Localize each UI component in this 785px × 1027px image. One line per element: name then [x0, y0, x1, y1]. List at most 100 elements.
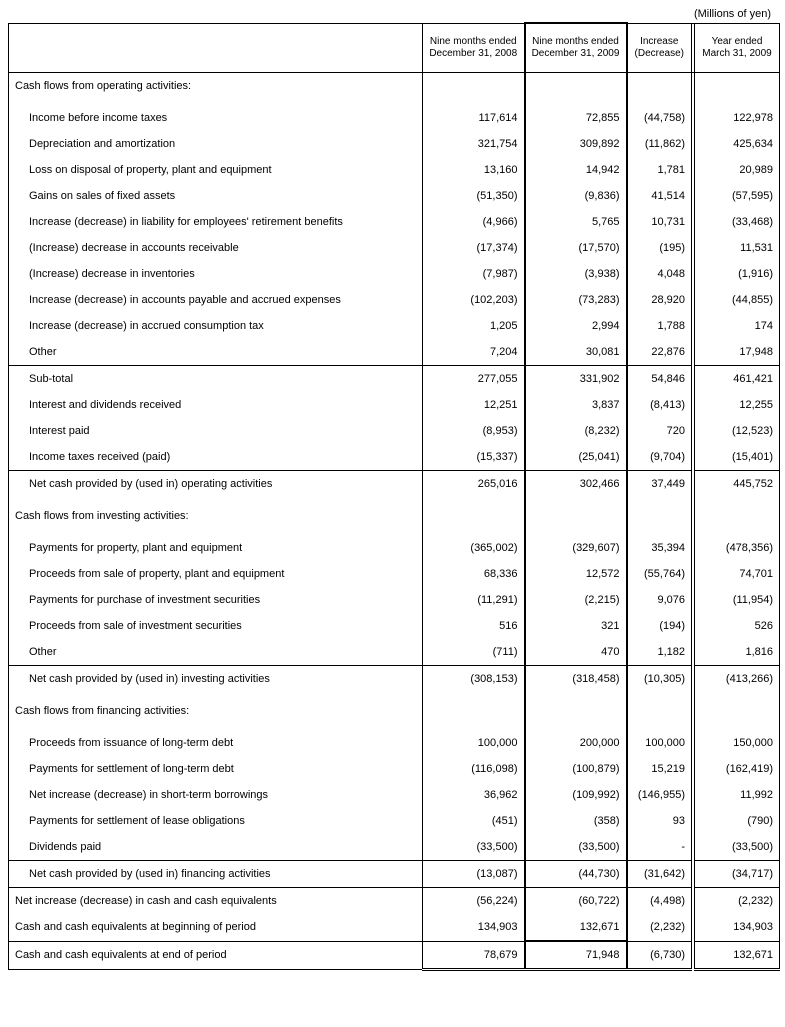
cell-v4: 74,701: [695, 561, 780, 587]
row-label: Net increase (decrease) in short-term bo…: [9, 782, 423, 808]
row-label: Cash and cash equivalents at end of peri…: [9, 941, 423, 970]
table-row: Increase (decrease) in accounts payable …: [9, 287, 780, 313]
cell-v2009: (44,730): [525, 861, 627, 888]
cell-v2008: 117,614: [423, 105, 525, 131]
cell-vinc: 28,920: [627, 287, 692, 313]
row-label: Proceeds from sale of investment securit…: [9, 613, 423, 639]
row-label: Payments for settlement of long-term deb…: [9, 756, 423, 782]
table-row: Increase (decrease) in liability for emp…: [9, 209, 780, 235]
cell-v2009: 71,948: [525, 941, 627, 970]
cell-v2008: (13,087): [423, 861, 525, 888]
cell-v4: (57,595): [695, 183, 780, 209]
cell-v2009: 5,765: [525, 209, 627, 235]
table-row: Proceeds from sale of property, plant an…: [9, 561, 780, 587]
row-label: Cash and cash equivalents at beginning o…: [9, 914, 423, 941]
cell-v2009: [525, 73, 627, 100]
cell-v4: 425,634: [695, 131, 780, 157]
cell-v2009: (318,458): [525, 666, 627, 693]
cell-vinc: 37,449: [627, 471, 692, 498]
row-label: Proceeds from sale of property, plant an…: [9, 561, 423, 587]
row-label: Increase (decrease) in liability for emp…: [9, 209, 423, 235]
cell-v4: (44,855): [695, 287, 780, 313]
cell-vinc: 1,182: [627, 639, 692, 666]
cell-v2008: (56,224): [423, 888, 525, 915]
col-header-increase: Increase(Decrease): [627, 23, 692, 73]
table-row: Net increase (decrease) in short-term bo…: [9, 782, 780, 808]
cell-vinc: 93: [627, 808, 692, 834]
table-row: Income before income taxes117,61472,855(…: [9, 105, 780, 131]
table-row: Gains on sales of fixed assets(51,350)(9…: [9, 183, 780, 209]
cell-v2008: (7,987): [423, 261, 525, 287]
col-header-label: [9, 23, 423, 73]
cell-v2008: (451): [423, 808, 525, 834]
cell-v2008: 277,055: [423, 366, 525, 393]
cashflow-table: Nine months endedDecember 31, 2008 Nine …: [8, 22, 780, 971]
table-row: Sub-total277,055331,90254,846461,421: [9, 366, 780, 393]
cell-v2008: (33,500): [423, 834, 525, 861]
cell-v4: 134,903: [695, 914, 780, 941]
table-row: Income taxes received (paid)(15,337)(25,…: [9, 444, 780, 471]
cell-v2009: 12,572: [525, 561, 627, 587]
cell-v4: (15,401): [695, 444, 780, 471]
cell-vinc: 54,846: [627, 366, 692, 393]
table-row: Net increase (decrease) in cash and cash…: [9, 888, 780, 915]
cell-vinc: (31,642): [627, 861, 692, 888]
cell-v2008: 36,962: [423, 782, 525, 808]
cell-v4: (2,232): [695, 888, 780, 915]
row-label: Net cash provided by (used in) financing…: [9, 861, 423, 888]
cell-v2008: (365,002): [423, 535, 525, 561]
cell-vinc: [627, 73, 692, 100]
cell-v4: [695, 73, 780, 100]
row-label: (Increase) decrease in accounts receivab…: [9, 235, 423, 261]
row-label: Proceeds from issuance of long-term debt: [9, 730, 423, 756]
row-label: Increase (decrease) in accounts payable …: [9, 287, 423, 313]
cell-v2009: (2,215): [525, 587, 627, 613]
cell-v4: (11,954): [695, 587, 780, 613]
table-row: Cash and cash equivalents at end of peri…: [9, 941, 780, 970]
row-label: Payments for property, plant and equipme…: [9, 535, 423, 561]
row-label: Interest paid: [9, 418, 423, 444]
cell-v2008: 321,754: [423, 131, 525, 157]
cell-v2008: 100,000: [423, 730, 525, 756]
row-label: Net increase (decrease) in cash and cash…: [9, 888, 423, 915]
unit-label: (Millions of yen): [8, 8, 777, 20]
cell-v2008: (711): [423, 639, 525, 666]
cell-v2009: 331,902: [525, 366, 627, 393]
table-row: Cash flows from financing activities:: [9, 698, 780, 724]
cell-v2008: 12,251: [423, 392, 525, 418]
table-row: Net cash provided by (used in) operating…: [9, 471, 780, 498]
cell-v4: 17,948: [695, 339, 780, 366]
col-header-year: Year endedMarch 31, 2009: [695, 23, 780, 73]
cell-v4: (34,717): [695, 861, 780, 888]
table-row: (Increase) decrease in accounts receivab…: [9, 235, 780, 261]
cell-v2008: 134,903: [423, 914, 525, 941]
table-row: Payments for purchase of investment secu…: [9, 587, 780, 613]
row-label: Income before income taxes: [9, 105, 423, 131]
cell-v2009: [525, 698, 627, 724]
cell-v2008: (4,966): [423, 209, 525, 235]
row-label: Dividends paid: [9, 834, 423, 861]
row-label: Payments for settlement of lease obligat…: [9, 808, 423, 834]
table-row: Net cash provided by (used in) financing…: [9, 861, 780, 888]
cell-vinc: 1,788: [627, 313, 692, 339]
table-row: Interest and dividends received12,2513,8…: [9, 392, 780, 418]
cell-v2008: [423, 503, 525, 529]
cell-v4: (33,500): [695, 834, 780, 861]
cell-v4: 20,989: [695, 157, 780, 183]
cell-v2008: 516: [423, 613, 525, 639]
cell-v4: 526: [695, 613, 780, 639]
cell-vinc: [627, 698, 692, 724]
cell-v2008: 68,336: [423, 561, 525, 587]
cell-v2009: (25,041): [525, 444, 627, 471]
cell-v2008: (15,337): [423, 444, 525, 471]
row-label: (Increase) decrease in inventories: [9, 261, 423, 287]
cell-v2009: 470: [525, 639, 627, 666]
cell-v2009: (73,283): [525, 287, 627, 313]
table-row: Proceeds from sale of investment securit…: [9, 613, 780, 639]
cell-v2009: (60,722): [525, 888, 627, 915]
table-row: Proceeds from issuance of long-term debt…: [9, 730, 780, 756]
row-label: Payments for purchase of investment secu…: [9, 587, 423, 613]
cell-v4: (1,916): [695, 261, 780, 287]
cell-vinc: (4,498): [627, 888, 692, 915]
cell-vinc: 1,781: [627, 157, 692, 183]
